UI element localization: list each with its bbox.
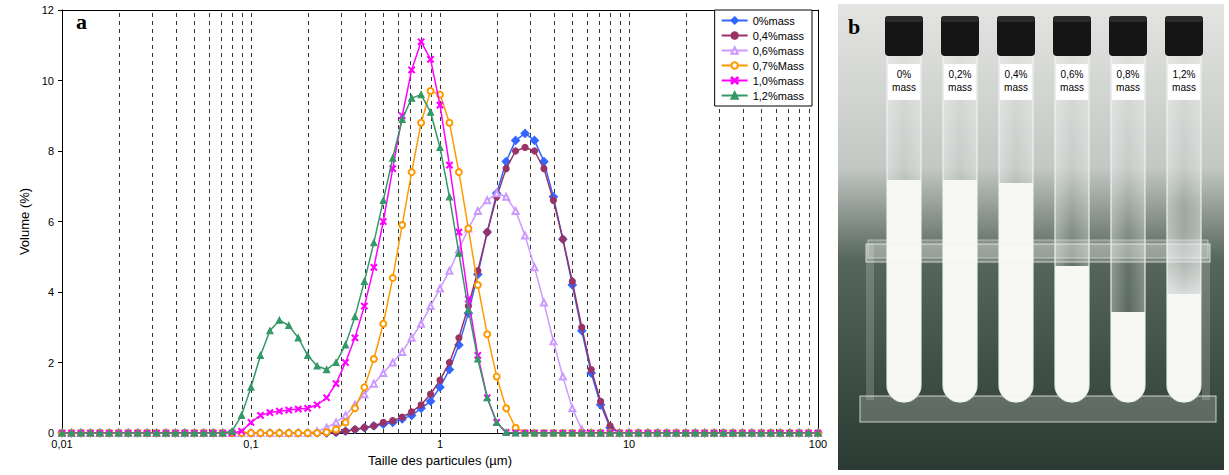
- svg-text:1,0%mass: 1,0%mass: [753, 75, 805, 87]
- svg-text:1,2%mass: 1,2%mass: [753, 90, 805, 102]
- svg-text:8: 8: [48, 145, 54, 157]
- svg-text:0%: 0%: [897, 69, 912, 80]
- svg-text:0,7%Mass: 0,7%Mass: [753, 60, 805, 72]
- svg-text:mass: mass: [1004, 82, 1028, 93]
- svg-text:0,4%mass: 0,4%mass: [753, 30, 805, 42]
- svg-text:0,6%mass: 0,6%mass: [753, 45, 805, 57]
- svg-text:2: 2: [48, 357, 54, 369]
- svg-text:b: b: [848, 14, 860, 39]
- svg-text:1: 1: [437, 438, 443, 450]
- svg-text:0,4%: 0,4%: [1005, 69, 1028, 80]
- svg-text:0: 0: [47, 427, 54, 439]
- svg-text:0%mass: 0%mass: [753, 15, 796, 27]
- svg-text:0,6%: 0,6%: [1061, 69, 1084, 80]
- svg-text:1,2%: 1,2%: [1173, 69, 1196, 80]
- svg-text:0,8%: 0,8%: [1117, 69, 1140, 80]
- svg-text:0,2%: 0,2%: [949, 69, 972, 80]
- svg-text:6: 6: [48, 216, 54, 228]
- svg-text:mass: mass: [1172, 82, 1196, 93]
- svg-text:mass: mass: [892, 82, 916, 93]
- svg-text:10: 10: [623, 438, 635, 450]
- svg-text:Volume (%): Volume (%): [17, 188, 32, 255]
- svg-text:4: 4: [48, 286, 54, 298]
- svg-text:12: 12: [42, 4, 54, 16]
- svg-text:a: a: [76, 9, 87, 34]
- svg-text:10: 10: [42, 75, 54, 87]
- svg-text:mass: mass: [1060, 82, 1084, 93]
- svg-text:0,1: 0,1: [243, 438, 258, 450]
- svg-text:Taille des particules (µm): Taille des particules (µm): [368, 453, 512, 468]
- svg-text:mass: mass: [1116, 82, 1140, 93]
- svg-text:100: 100: [809, 438, 827, 450]
- svg-text:mass: mass: [948, 82, 972, 93]
- svg-text:0,01: 0,01: [51, 438, 72, 450]
